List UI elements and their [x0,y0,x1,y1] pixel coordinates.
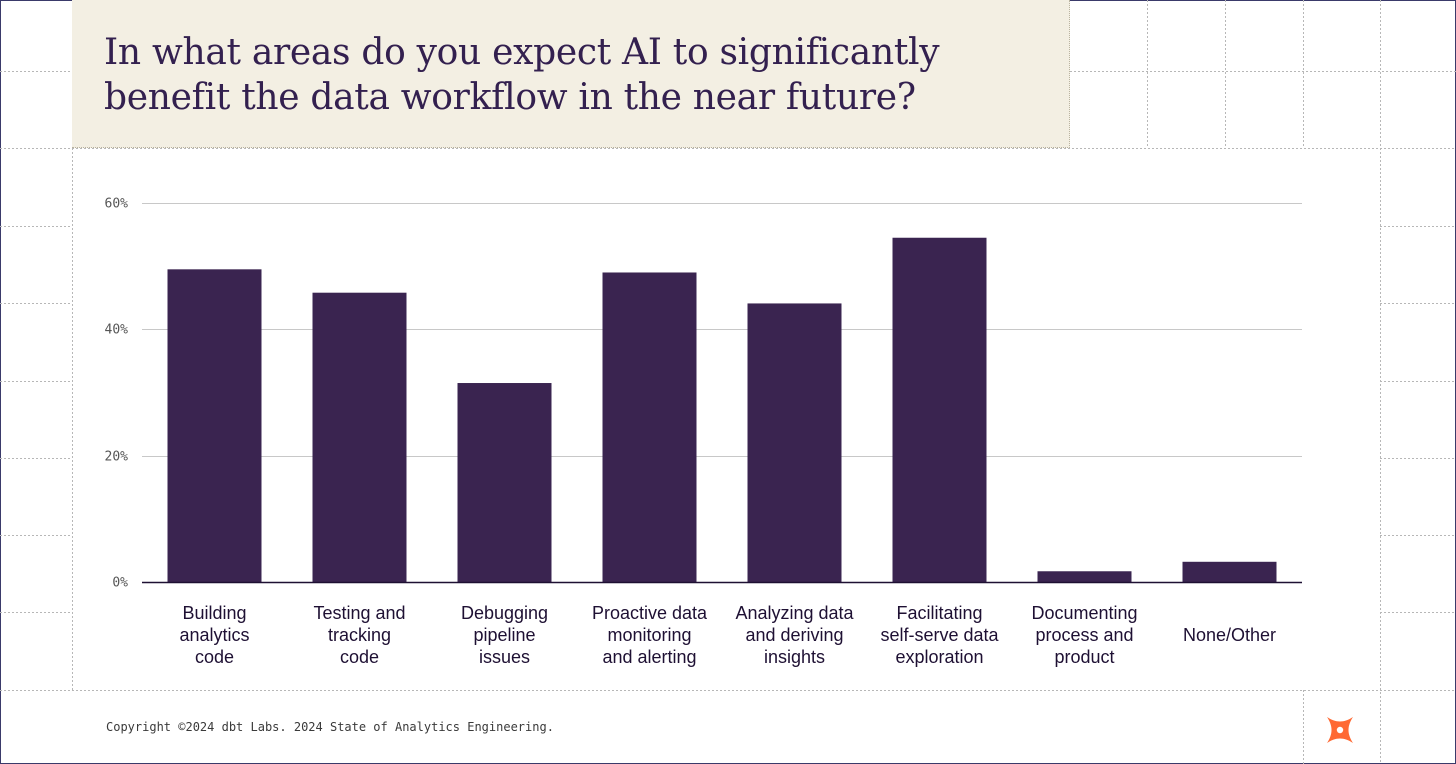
x-tick-label-line: Facilitating [896,603,982,623]
x-tick-label-line: Documenting [1031,603,1137,623]
copyright-text: Copyright ©2024 dbt Labs. 2024 State of … [106,720,554,734]
x-tick-label: Documenting process and product [1031,603,1137,667]
y-tick-label: 40% [105,323,129,338]
bar [312,292,407,582]
bar [457,383,552,582]
bar [1182,561,1277,582]
x-tick-label: Analyzing data and deriving insights [735,603,854,667]
chart-bars [167,237,1277,582]
bar [1037,571,1132,582]
chart-title: In what areas do you expect AI to signif… [104,30,940,120]
x-tick-label: Debugging pipeline issues [461,603,548,667]
x-tick-label-line: Analyzing data [735,603,854,623]
x-tick-label-line: and deriving [745,625,843,645]
y-tick-label: 20% [105,450,129,465]
x-tick-label-line: monitoring [607,625,691,645]
y-axis-tick-labels: 0% 20% 40% 60% [105,197,129,591]
x-tick-label-line: issues [479,647,530,667]
x-tick-label: Proactive data monitoring and alerting [592,603,708,667]
x-tick-label: Building analytics code [179,603,249,667]
x-tick-label-line: Debugging [461,603,548,623]
bar [167,269,262,582]
x-tick-label-line: analytics [179,625,249,645]
x-tick-label: Facilitating self-serve data exploration [880,603,999,667]
title-panel: In what areas do you expect AI to signif… [72,0,1070,148]
x-tick-label-line: insights [764,647,825,667]
bar [602,272,697,582]
x-tick-label-line: code [340,647,379,667]
x-tick-label-line: tracking [328,625,391,645]
dbt-logo-icon [1327,717,1353,743]
x-tick-label: Testing and tracking code [313,603,405,667]
chart-title-line-1: In what areas do you expect AI to signif… [104,32,940,73]
x-tick-label-line: Proactive data [592,603,708,623]
x-tick-label-line: Testing and [313,603,405,623]
x-tick-label-line: process and [1035,625,1133,645]
x-tick-label: None/Other [1183,625,1276,645]
chart-title-line-2: benefit the data workflow in the near fu… [104,77,916,118]
x-tick-label-line: pipeline [473,625,535,645]
y-tick-label: 60% [105,197,129,212]
bar-chart: 0%20%40%60% Building analytics codeTesting… [105,197,1302,667]
x-tick-label-line: code [195,647,234,667]
x-tick-label-line: exploration [895,647,983,667]
x-tick-label-line: self-serve data [880,625,999,645]
x-tick-label-line: product [1054,647,1114,667]
bar [892,237,987,582]
y-tick-label: 0% [112,576,128,591]
bar [747,303,842,582]
x-tick-label-line: None/Other [1183,625,1276,645]
x-tick-label-line: and alerting [602,647,696,667]
x-tick-label-line: Building [182,603,246,623]
